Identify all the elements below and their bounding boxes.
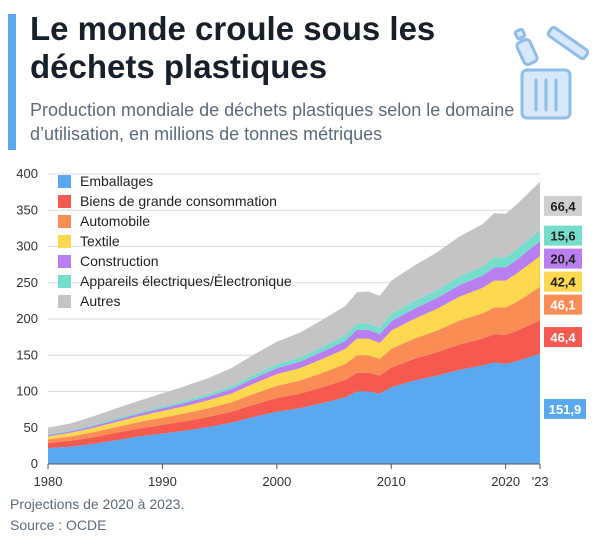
y-tick-label: 150 xyxy=(16,347,38,362)
end-value-label: 42,4 xyxy=(550,275,576,290)
end-label-badge xyxy=(544,271,582,292)
legend-swatch xyxy=(58,195,71,208)
legend-label: Textile xyxy=(80,233,120,249)
axes: 0 50 100 150 200 250 300 350 400 1980 1990 2000 2010… xyxy=(16,166,548,489)
end-value-label: 46,4 xyxy=(550,330,576,345)
y-tick-label: 300 xyxy=(16,239,38,254)
legend-label: Automobile xyxy=(80,213,150,229)
y-tick-label: 400 xyxy=(16,166,38,181)
x-tick-label: 1990 xyxy=(148,474,177,489)
legend-swatch xyxy=(58,235,71,248)
end-value-label: 20,4 xyxy=(550,252,576,267)
stacked-area-chart: 0 50 100 150 200 250 300 350 400 1980 1990 2000 2010… xyxy=(16,166,586,489)
y-tick-label: 350 xyxy=(16,202,38,217)
legend-label: Biens de grande consommation xyxy=(80,193,277,209)
legend-swatch xyxy=(58,255,71,268)
end-value-label: 151,9 xyxy=(549,402,582,417)
x-tick-label: 2000 xyxy=(262,474,291,489)
legend-swatch xyxy=(58,295,71,308)
y-tick-label: 0 xyxy=(31,456,38,471)
source-note: Source : OCDE xyxy=(10,517,107,533)
accent-bar xyxy=(8,14,16,150)
y-tick-label: 50 xyxy=(24,420,38,435)
end-label-badge xyxy=(544,327,582,348)
footnote: Projections de 2020 à 2023. xyxy=(10,496,185,512)
end-value-label: 15,6 xyxy=(550,229,575,244)
legend-swatch xyxy=(58,275,71,288)
end-label-badge xyxy=(544,225,582,246)
end-value-label: 66,4 xyxy=(550,199,576,214)
end-label-badge xyxy=(544,398,586,419)
end-label-badge xyxy=(544,195,582,216)
x-tick-label: 2010 xyxy=(377,474,406,489)
x-tick-label: 2020 xyxy=(491,474,520,489)
y-tick-label: 100 xyxy=(16,384,38,399)
area-series xyxy=(48,181,540,464)
legend-label: Appareils électriques/Électronique xyxy=(80,273,292,289)
legend-label: Autres xyxy=(80,293,120,309)
end-label-badge xyxy=(544,294,582,315)
end-value-label: 46,1 xyxy=(550,298,575,313)
chart-subtitle: Production mondiale de déchets plastique… xyxy=(30,100,515,144)
legend-label: Construction xyxy=(80,253,159,269)
trash-bin-with-plastic-bottle-icon xyxy=(513,26,590,120)
x-tick-label: 1980 xyxy=(34,474,63,489)
legend-swatch xyxy=(58,215,71,228)
end-value-labels: 66,4 15,6 20,4 42,4 46,1 46,4 151,9 xyxy=(544,195,586,419)
area-emballages xyxy=(48,353,540,464)
chart-title: Le monde croule sous les déchets plastiq… xyxy=(30,10,436,85)
legend: Emballages Biens de grande consommation Au… xyxy=(58,173,292,309)
y-tick-label: 250 xyxy=(16,275,38,290)
legend-swatch xyxy=(58,175,71,188)
x-tick-label: ’23 xyxy=(531,474,548,489)
legend-label: Emballages xyxy=(80,173,153,189)
y-tick-label: 200 xyxy=(16,311,38,326)
end-label-badge xyxy=(544,248,582,269)
